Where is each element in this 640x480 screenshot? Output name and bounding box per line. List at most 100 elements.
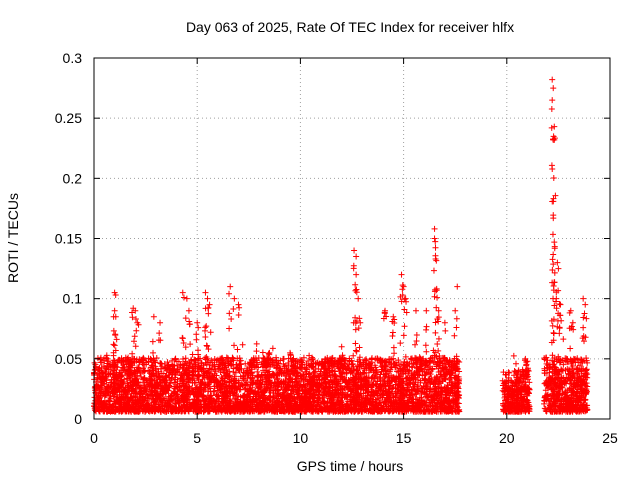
- data-point: [322, 365, 329, 372]
- data-point: [174, 408, 181, 415]
- data-point: [265, 384, 272, 391]
- data-point: [280, 355, 287, 362]
- data-point: [274, 408, 281, 415]
- data-point: [422, 393, 429, 400]
- data-point: [283, 373, 290, 380]
- data-point: [285, 383, 292, 390]
- data-point: [242, 402, 249, 409]
- data-point: [201, 400, 208, 407]
- data-point: [233, 407, 240, 414]
- data-point: [218, 365, 225, 372]
- data-point: [261, 372, 268, 379]
- data-point: [123, 361, 130, 368]
- data-point: [417, 379, 424, 386]
- data-point: [185, 375, 192, 382]
- data-point: [416, 394, 423, 401]
- data-point: [374, 355, 381, 362]
- data-point: [139, 395, 146, 402]
- data-point: [445, 398, 452, 405]
- data-point: [501, 407, 508, 414]
- data-point: [386, 390, 393, 397]
- data-point: [300, 372, 307, 379]
- data-point: [273, 375, 280, 382]
- data-point: [419, 400, 426, 407]
- data-point: [395, 382, 402, 389]
- data-point: [106, 397, 113, 404]
- data-point: [275, 387, 282, 394]
- data-point: [315, 408, 322, 415]
- data-point: [303, 393, 310, 400]
- data-point: [387, 378, 394, 385]
- data-point: [246, 386, 253, 393]
- data-point: [363, 377, 370, 384]
- data-point: [337, 373, 344, 380]
- data-point: [102, 385, 109, 392]
- data-point: [208, 357, 215, 364]
- data-point: [242, 360, 249, 367]
- data-point: [445, 368, 452, 375]
- data-point: [115, 405, 122, 412]
- data-point: [308, 356, 315, 363]
- data-point: [334, 398, 341, 405]
- data-point: [406, 395, 413, 402]
- data-point: [191, 368, 198, 375]
- data-point: [343, 384, 350, 391]
- data-point: [423, 406, 430, 413]
- data-point: [391, 360, 398, 367]
- data-point: [136, 384, 143, 391]
- data-point: [127, 383, 134, 390]
- data-point: [107, 371, 114, 378]
- data-point: [192, 385, 199, 392]
- data-point: [276, 390, 283, 397]
- data-point: [560, 361, 567, 368]
- data-point: [517, 379, 524, 386]
- data-point: [141, 382, 148, 389]
- data-point: [439, 388, 446, 395]
- data-point: [401, 400, 408, 407]
- data-point: [164, 366, 171, 373]
- data-point: [416, 407, 423, 414]
- data-point: [448, 370, 455, 377]
- data-point: [105, 366, 112, 373]
- data-point: [132, 371, 139, 378]
- data-point: [144, 401, 151, 408]
- data-point: [325, 389, 332, 396]
- data-point: [315, 388, 322, 395]
- data-point: [294, 357, 300, 364]
- data-point: [99, 369, 106, 376]
- data-point: [288, 362, 295, 369]
- data-point: [96, 388, 103, 395]
- data-point: [205, 404, 212, 411]
- data-point: [500, 380, 507, 387]
- data-point: [92, 389, 99, 396]
- data-point: [423, 385, 430, 392]
- data-point: [301, 364, 308, 371]
- data-point: [149, 406, 156, 413]
- data-point: [315, 402, 322, 409]
- data-point: [190, 399, 197, 406]
- data-point: [104, 389, 111, 396]
- data-point: [294, 380, 301, 387]
- data-point: [376, 399, 383, 406]
- data-point: [422, 363, 429, 370]
- data-point: [297, 405, 304, 412]
- data-point: [162, 399, 169, 406]
- data-point: [506, 369, 513, 376]
- data-point: [415, 402, 422, 409]
- data-point: [298, 375, 305, 382]
- data-point: [344, 383, 351, 390]
- data-point: [310, 408, 317, 415]
- data-point: [102, 400, 109, 407]
- data-point: [167, 402, 174, 409]
- data-point: [362, 386, 369, 393]
- data-point: [298, 383, 305, 390]
- data-point: [244, 372, 251, 379]
- data-point: [171, 379, 178, 386]
- data-point: [244, 368, 251, 375]
- data-point: [292, 384, 299, 391]
- data-point: [227, 398, 234, 405]
- data-point: [422, 401, 429, 408]
- data-point: [309, 363, 316, 370]
- data-point: [306, 352, 313, 359]
- data-point: [260, 399, 267, 406]
